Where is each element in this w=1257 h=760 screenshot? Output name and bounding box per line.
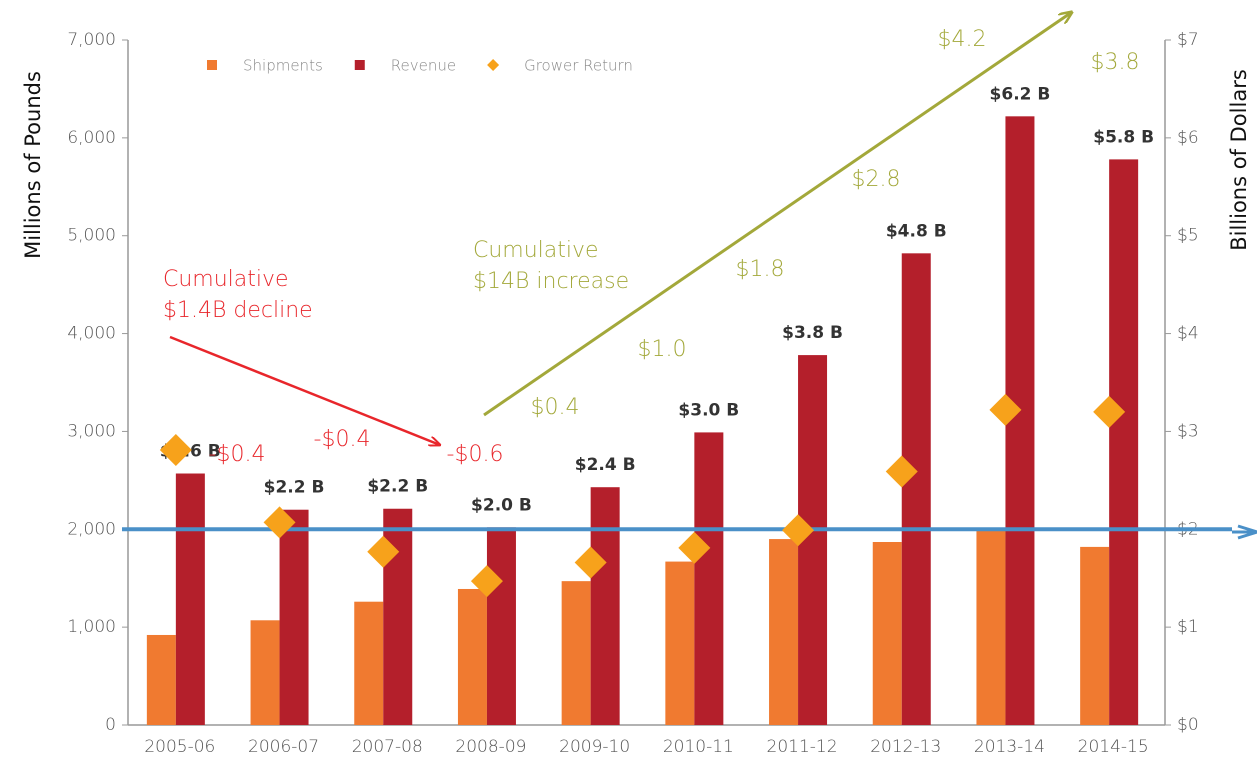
bar (146, 634, 176, 725)
annotation: $1.8 (736, 257, 785, 282)
annotation: $1.0 (638, 337, 687, 362)
increase-arrow (483, 12, 1072, 417)
diamond-marker (159, 434, 192, 467)
diamond-marker (1093, 395, 1126, 428)
x-tick-label: 2006-07 (248, 737, 319, 757)
x-tick-label: 2007-08 (352, 737, 423, 757)
legend-marker (207, 60, 217, 70)
y2-tick-label: $0 (1177, 715, 1199, 735)
bar (769, 539, 799, 725)
y-tick-label: 0 (105, 715, 116, 735)
value-label: $4.8 B (886, 221, 947, 241)
legend-label: Grower Return (524, 57, 633, 75)
diamond-marker (782, 514, 815, 547)
x-tick-label: 2009-10 (559, 737, 630, 757)
diamond-marker (885, 455, 918, 488)
x-tick-label: 2005-06 (144, 737, 215, 757)
value-label: $3.8 B (782, 323, 843, 343)
bar (901, 253, 931, 726)
bar (590, 487, 620, 725)
y2-tick-label: $3 (1177, 421, 1199, 441)
x-tick-label: 2011-12 (767, 737, 838, 757)
bar (1080, 546, 1110, 725)
value-label: $2.2 B (264, 478, 325, 498)
y2-tick-label: $6 (1177, 128, 1199, 148)
annotation: -$0.6 (447, 442, 504, 467)
y-tick-label: 7,000 (67, 30, 116, 50)
diamond-marker (263, 506, 296, 539)
legend-marker (354, 60, 365, 70)
annotation: -$0.4 (314, 427, 371, 452)
diamond-marker (367, 535, 400, 568)
bar (561, 581, 591, 725)
bar (486, 527, 516, 725)
annotation: $4.2 (938, 27, 987, 52)
x-tick-label: 2014-15 (1078, 737, 1149, 757)
legend-label: Shipments (243, 57, 323, 75)
y2-tick-label: $7 (1177, 30, 1199, 50)
y-axis-title: Millions of Pounds (21, 71, 45, 259)
annotation: $0.4 (531, 395, 580, 420)
y-tick-label: 6,000 (67, 128, 116, 148)
annotation: $3.8 (1091, 50, 1140, 75)
value-label: $5.8 B (1093, 127, 1154, 147)
diamond-marker (470, 565, 503, 598)
annotation: $1.4B decline (163, 298, 313, 323)
annotation: Cumulative (163, 267, 289, 292)
y2-tick-label: $5 (1177, 226, 1199, 246)
y2-tick-label: $4 (1177, 324, 1199, 344)
annotation: $14B increase (473, 269, 629, 294)
y-tick-label: 5,000 (67, 226, 116, 246)
diamond-marker (678, 531, 711, 564)
x-tick-label: 2010-11 (663, 737, 734, 757)
value-label: $2.0 B (471, 495, 532, 515)
diamond-marker (574, 546, 607, 579)
value-label: $6.2 B (990, 84, 1051, 104)
annotation: $2.8 (852, 167, 901, 192)
bar (665, 561, 695, 725)
value-label: $2.4 B (575, 455, 636, 475)
bar (175, 473, 205, 725)
x-tick-label: 2012-13 (870, 737, 941, 757)
bar (279, 509, 309, 725)
diamond-marker (989, 393, 1022, 426)
y-tick-label: 4,000 (67, 324, 116, 344)
bar (354, 601, 384, 725)
annotation: -$0.4 (209, 442, 266, 467)
y2-tick-label: $1 (1177, 617, 1199, 637)
x-tick-label: 2013-14 (974, 737, 1045, 757)
y2-axis-title: Billions of Dollars (1227, 69, 1251, 251)
bar (976, 530, 1006, 725)
y-tick-label: 3,000 (67, 421, 116, 441)
legend-marker (487, 59, 500, 71)
legend-label: Revenue (391, 57, 456, 75)
value-label: $3.0 B (678, 400, 739, 420)
bar (1109, 159, 1139, 725)
x-tick-label: 2008-09 (455, 737, 526, 757)
bar (457, 588, 487, 725)
decline-arrow (169, 335, 440, 445)
y-tick-label: 1,000 (67, 617, 116, 637)
y-tick-label: 2,000 (67, 519, 116, 539)
bar (250, 620, 280, 725)
annotation: Cumulative (473, 238, 599, 263)
reference-arrow (1232, 524, 1257, 540)
bar (694, 432, 724, 725)
value-label: $2.2 B (367, 477, 428, 497)
bar (872, 542, 902, 725)
